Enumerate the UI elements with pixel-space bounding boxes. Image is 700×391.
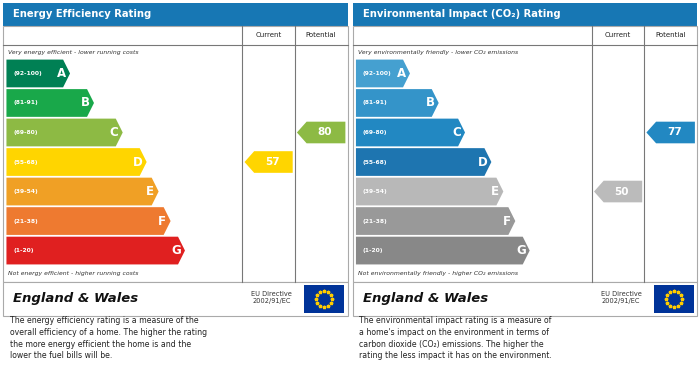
- Text: 50: 50: [615, 187, 629, 197]
- Bar: [353, 3, 697, 25]
- Text: (21-38): (21-38): [13, 219, 38, 224]
- Text: A: A: [397, 67, 406, 80]
- Text: Current: Current: [605, 32, 631, 38]
- Text: E: E: [146, 185, 154, 198]
- Polygon shape: [6, 148, 147, 176]
- Text: Potential: Potential: [655, 32, 686, 38]
- FancyBboxPatch shape: [304, 285, 344, 313]
- Text: 57: 57: [265, 157, 279, 167]
- Text: Energy Efficiency Rating: Energy Efficiency Rating: [13, 9, 152, 19]
- Polygon shape: [594, 181, 642, 203]
- Text: B: B: [426, 97, 435, 109]
- Text: (39-54): (39-54): [363, 189, 388, 194]
- Polygon shape: [6, 59, 70, 87]
- Text: England & Wales: England & Wales: [363, 292, 488, 305]
- Polygon shape: [356, 89, 439, 117]
- Text: Environmental Impact (CO₂) Rating: Environmental Impact (CO₂) Rating: [363, 9, 561, 19]
- Text: F: F: [503, 215, 511, 228]
- Polygon shape: [6, 89, 94, 117]
- Polygon shape: [356, 178, 503, 205]
- Text: Not energy efficient - higher running costs: Not energy efficient - higher running co…: [8, 271, 139, 276]
- Polygon shape: [6, 207, 171, 235]
- Text: D: D: [478, 156, 488, 169]
- Text: The energy efficiency rating is a measure of the
overall efficiency of a home. T: The energy efficiency rating is a measur…: [10, 316, 207, 361]
- Text: England & Wales: England & Wales: [13, 292, 139, 305]
- Polygon shape: [6, 178, 159, 205]
- Text: The environmental impact rating is a measure of
a home's impact on the environme: The environmental impact rating is a mea…: [359, 316, 552, 361]
- Text: (81-91): (81-91): [13, 100, 38, 106]
- Text: C: C: [110, 126, 118, 139]
- Text: (69-80): (69-80): [363, 130, 387, 135]
- Text: (92-100): (92-100): [13, 71, 42, 76]
- FancyBboxPatch shape: [654, 285, 694, 313]
- Polygon shape: [297, 122, 345, 143]
- Text: G: G: [516, 244, 526, 257]
- Bar: [353, 282, 697, 316]
- Bar: [353, 25, 697, 282]
- Text: EU Directive
2002/91/EC: EU Directive 2002/91/EC: [601, 291, 641, 303]
- Text: (55-68): (55-68): [363, 160, 387, 165]
- Text: Potential: Potential: [306, 32, 337, 38]
- Polygon shape: [6, 237, 185, 264]
- Text: (21-38): (21-38): [363, 219, 388, 224]
- Text: G: G: [172, 244, 181, 257]
- Polygon shape: [356, 237, 530, 264]
- Polygon shape: [646, 122, 695, 143]
- Text: Current: Current: [256, 32, 281, 38]
- Text: Very environmentally friendly - lower CO₂ emissions: Very environmentally friendly - lower CO…: [358, 50, 518, 55]
- Text: (1-20): (1-20): [363, 248, 384, 253]
- Polygon shape: [356, 148, 491, 176]
- Text: E: E: [491, 185, 498, 198]
- Text: (81-91): (81-91): [363, 100, 388, 106]
- Text: EU Directive
2002/91/EC: EU Directive 2002/91/EC: [251, 291, 292, 303]
- Text: D: D: [133, 156, 143, 169]
- Text: (39-54): (39-54): [13, 189, 38, 194]
- Text: Very energy efficient - lower running costs: Very energy efficient - lower running co…: [8, 50, 139, 55]
- Text: (1-20): (1-20): [13, 248, 34, 253]
- Polygon shape: [356, 59, 410, 87]
- Polygon shape: [6, 118, 122, 146]
- Polygon shape: [356, 207, 515, 235]
- Text: B: B: [80, 97, 90, 109]
- Text: F: F: [158, 215, 166, 228]
- Bar: [3, 282, 347, 316]
- Text: A: A: [57, 67, 66, 80]
- Bar: [3, 3, 347, 25]
- Text: (69-80): (69-80): [13, 130, 38, 135]
- Text: (92-100): (92-100): [363, 71, 391, 76]
- Text: (55-68): (55-68): [13, 160, 38, 165]
- Text: Not environmentally friendly - higher CO₂ emissions: Not environmentally friendly - higher CO…: [358, 271, 518, 276]
- Polygon shape: [356, 118, 465, 146]
- Text: C: C: [452, 126, 461, 139]
- Bar: [3, 25, 347, 282]
- Text: 77: 77: [667, 127, 682, 138]
- Text: 80: 80: [318, 127, 332, 138]
- Polygon shape: [244, 151, 293, 173]
